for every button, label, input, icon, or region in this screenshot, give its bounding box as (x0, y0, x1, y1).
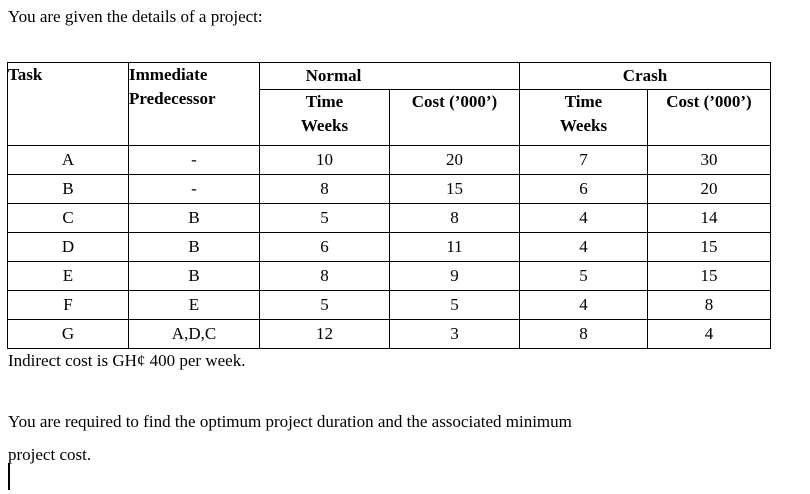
cell-predecessor: A,D,C (128, 319, 260, 349)
column-group-normal: Normal (259, 62, 520, 90)
cell-task: G (7, 319, 129, 349)
cell-predecessor: B (128, 232, 260, 262)
cell-crash-time: 7 (519, 145, 648, 175)
cell-predecessor: - (128, 145, 260, 175)
cell-crash-cost: 30 (647, 145, 771, 175)
cell-crash-cost: 20 (647, 174, 771, 204)
table-row: C B 5 8 4 14 (7, 203, 771, 233)
cell-task: B (7, 174, 129, 204)
cell-normal-time: 8 (259, 174, 390, 204)
cell-task: C (7, 203, 129, 233)
table-header-row-groups: Task Immediate Predecessor Normal Crash (7, 62, 771, 146)
cell-crash-cost: 14 (647, 203, 771, 233)
cell-predecessor: E (128, 290, 260, 320)
cell-task: D (7, 232, 129, 262)
table-row: E B 8 9 5 15 (7, 261, 771, 291)
cell-normal-time: 8 (259, 261, 390, 291)
cell-normal-time: 12 (259, 319, 390, 349)
cell-normal-cost: 3 (389, 319, 520, 349)
column-header-normal-time-weeks: Time Weeks (259, 89, 390, 146)
cell-crash-time: 6 (519, 174, 648, 204)
indirect-cost-note: Indirect cost is GH¢ 400 per week. (8, 351, 246, 370)
cell-crash-time: 4 (519, 290, 648, 320)
cell-crash-time: 4 (519, 232, 648, 262)
cell-normal-time: 5 (259, 203, 390, 233)
column-header-crash-cost: Cost (’000’) (647, 89, 771, 146)
cell-crash-cost: 4 (647, 319, 771, 349)
cell-normal-time: 10 (259, 145, 390, 175)
cell-normal-time: 6 (259, 232, 390, 262)
cell-normal-cost: 5 (389, 290, 520, 320)
column-group-crash: Crash (519, 62, 771, 90)
cell-normal-cost: 11 (389, 232, 520, 262)
cell-normal-cost: 9 (389, 261, 520, 291)
table-header-row-sub: Time Weeks Cost (’000’) Time Weeks Cost … (8, 89, 771, 146)
table-row: B - 8 15 6 20 (7, 174, 771, 204)
table-row: G A,D,C 12 3 8 4 (7, 319, 771, 349)
cell-task: F (7, 290, 129, 320)
cell-predecessor: - (128, 174, 260, 204)
cell-predecessor: B (128, 261, 260, 291)
cell-task: E (7, 261, 129, 291)
requirement-paragraph: You are required to find the optimum pro… (8, 412, 572, 464)
column-header-task: Task (7, 62, 129, 146)
column-header-normal-cost: Cost (’000’) (389, 89, 520, 146)
cell-crash-time: 5 (519, 261, 648, 291)
cell-crash-cost: 15 (647, 261, 771, 291)
table-row: F E 5 5 4 8 (7, 290, 771, 320)
cell-crash-cost: 15 (647, 232, 771, 262)
cell-crash-time: 4 (519, 203, 648, 233)
cell-normal-cost: 20 (389, 145, 520, 175)
column-header-crash-time-weeks: Time Weeks (519, 89, 648, 146)
cell-normal-cost: 15 (389, 174, 520, 204)
cell-crash-time: 8 (519, 319, 648, 349)
cell-predecessor: B (128, 203, 260, 233)
table-row: A - 10 20 7 30 (7, 145, 771, 175)
project-details-table: Task Immediate Predecessor Normal Crash … (7, 62, 771, 349)
table-row: D B 6 11 4 15 (7, 232, 771, 262)
cell-crash-cost: 8 (647, 290, 771, 320)
cell-normal-time: 5 (259, 290, 390, 320)
text-cursor (8, 463, 10, 490)
column-header-immediate-predecessor: Immediate Predecessor (128, 62, 260, 146)
intro-line: You are given the details of a project: (8, 7, 263, 26)
cell-task: A (7, 145, 129, 175)
cell-normal-cost: 8 (389, 203, 520, 233)
